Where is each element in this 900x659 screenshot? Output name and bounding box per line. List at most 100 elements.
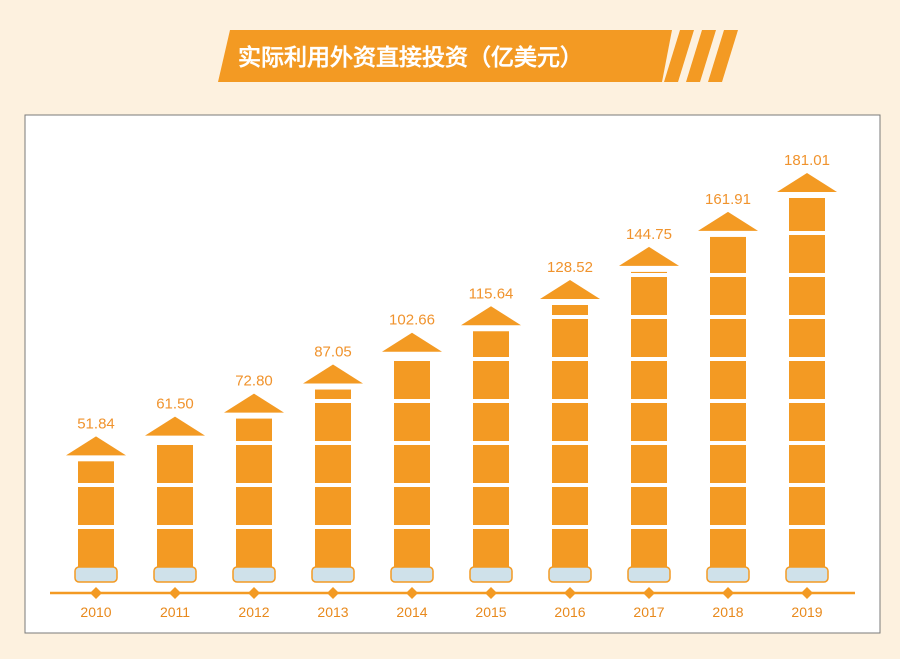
x-tick-marker (722, 587, 734, 599)
bar-segment (710, 361, 746, 399)
x-tick-marker (327, 587, 339, 599)
bar-2013: 87.05 2013 (303, 344, 363, 620)
bar-segment (789, 361, 825, 399)
value-label: 144.75 (626, 226, 672, 243)
x-tick-label: 2018 (712, 604, 743, 620)
bar-segment (710, 445, 746, 483)
bar-segment (394, 487, 430, 525)
x-tick-label: 2010 (80, 604, 111, 620)
bar-segment (631, 529, 667, 567)
bar-segment (157, 445, 193, 483)
x-tick-marker (90, 587, 102, 599)
bar-segment (710, 529, 746, 567)
x-tick-marker (564, 587, 576, 599)
bar-segment (631, 487, 667, 525)
bar-segment (631, 271, 667, 273)
bar-segment (552, 319, 588, 357)
bar-segment (473, 445, 509, 483)
x-tick-label: 2014 (396, 604, 427, 620)
value-label: 61.50 (156, 396, 194, 413)
bar-segment (789, 277, 825, 315)
value-label: 115.64 (469, 285, 514, 302)
bar-segment (631, 361, 667, 399)
banner-stripe-2 (686, 30, 716, 82)
bar-segment (631, 319, 667, 357)
value-label: 102.66 (389, 312, 435, 329)
bar-segment (315, 403, 351, 441)
bar-segment (710, 319, 746, 357)
bar-segment (552, 487, 588, 525)
x-tick-marker (406, 587, 418, 599)
x-tick-label: 2015 (475, 604, 506, 620)
bar-arrowhead (303, 364, 363, 384)
bar-base (785, 566, 829, 583)
bar-arrowhead (698, 211, 758, 231)
bar-2014: 102.66 2014 (382, 312, 442, 620)
bar-segment (78, 461, 114, 483)
bar-segment (473, 529, 509, 567)
bar-segment (631, 445, 667, 483)
bar-arrowhead (224, 393, 284, 413)
bar-2012: 72.80 2012 (224, 373, 284, 620)
bar-segment (789, 319, 825, 357)
bar-segment (394, 529, 430, 567)
chart-title: 实际利用外资直接投资（亿美元） (238, 44, 583, 71)
bar-segment (710, 277, 746, 315)
bar-segment (473, 331, 509, 357)
chart-panel (24, 114, 881, 634)
x-tick-marker (643, 587, 655, 599)
x-tick-label: 2017 (633, 604, 664, 620)
x-tick-marker (801, 587, 813, 599)
bar-arrowhead (540, 280, 600, 300)
x-tick-label: 2016 (554, 604, 585, 620)
bar-arrowhead (619, 246, 679, 266)
bar-segment (710, 403, 746, 441)
x-tick-label: 2011 (160, 604, 190, 620)
bar-segment (157, 487, 193, 525)
value-label: 72.80 (235, 373, 273, 390)
bar-segment (789, 235, 825, 273)
bar-segment (789, 198, 825, 231)
banner-stripe-1 (664, 30, 694, 82)
bar-segment (552, 305, 588, 315)
bar-2019: 181.01 2019 (777, 152, 837, 620)
bar-base (627, 566, 671, 583)
bar-base (74, 566, 118, 583)
bar-base (311, 566, 355, 583)
bar-base (232, 566, 276, 583)
bar-base (706, 566, 750, 583)
title-banner-bg (218, 30, 672, 82)
x-tick-label: 2013 (317, 604, 348, 620)
bar-segment (78, 529, 114, 567)
value-label: 128.52 (547, 259, 593, 276)
value-label: 51.84 (77, 415, 115, 432)
bar-segment (78, 487, 114, 525)
bar-2018: 161.91 2018 (698, 191, 758, 620)
x-tick-marker (485, 587, 497, 599)
value-label: 87.05 (314, 344, 352, 361)
bar-segment (552, 403, 588, 441)
bar-segment (315, 389, 351, 399)
bar-segment (473, 403, 509, 441)
bar-segment (157, 529, 193, 567)
bar-segment (394, 361, 430, 399)
bar-2016: 128.52 2016 (540, 259, 600, 620)
bar-segment (236, 487, 272, 525)
bars-layer: 51.84 2010 61.50 2011 72.80 2012 87.05 2013 102.… (66, 152, 837, 620)
bar-segment (552, 529, 588, 567)
bar-segment (394, 403, 430, 441)
bar-segment (789, 487, 825, 525)
bar-segment (631, 277, 667, 315)
bar-arrowhead (145, 416, 205, 436)
bar-segment (315, 529, 351, 567)
bar-segment (552, 445, 588, 483)
bar-base (548, 566, 592, 583)
bar-2010: 51.84 2010 (66, 415, 126, 620)
value-label: 181.01 (784, 152, 830, 169)
bar-segment (789, 529, 825, 567)
bar-segment (710, 487, 746, 525)
bar-segment (315, 445, 351, 483)
bar-2017: 144.75 2017 (619, 226, 679, 620)
bar-arrowhead (777, 173, 837, 192)
